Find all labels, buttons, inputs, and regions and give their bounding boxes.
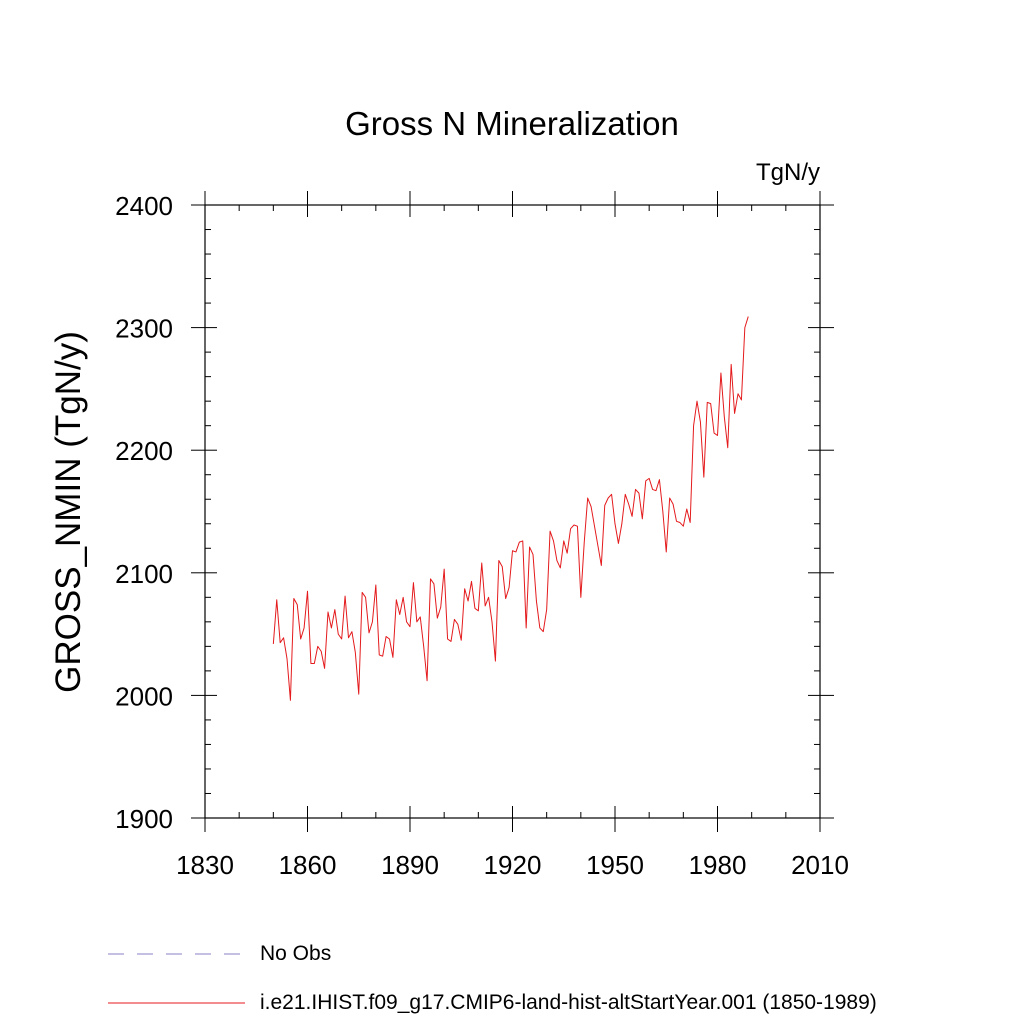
y-tick-label: 2400 [115,191,173,221]
x-tick-label: 1980 [689,850,747,880]
y-tick-label: 2100 [115,559,173,589]
y-tick-label: 2000 [115,681,173,711]
plot-area: 1830 1860 1890 1920 1950 1980 2010 1900 2000 2100… [115,191,849,880]
y-tick-label: 1900 [115,804,173,834]
legend-label-0: No Obs [260,942,331,965]
y-tick-label: 2200 [115,436,173,466]
y-tick-label: 2300 [115,314,173,344]
legend: No Obs i.e21.IHIST.f09_g17.CMIP6-land-his… [108,942,877,1014]
series-line-0 [272,316,749,701]
legend-label-1: i.e21.IHIST.f09_g17.CMIP6-land-hist-altS… [260,991,877,1014]
y-axis-label: GROSS_NMIN (TgN/y) [49,331,88,693]
x-tick-label: 1890 [381,850,439,880]
x-tick-label: 1920 [484,850,542,880]
x-tick-label: 1830 [176,850,234,880]
chart-title: Gross N Mineralization [345,105,679,142]
x-tick-label: 1950 [586,850,644,880]
x-tick-label: 2010 [791,850,849,880]
x-tick-label: 1860 [279,850,337,880]
plot-frame [204,204,821,819]
units-label: TgN/y [756,159,820,186]
